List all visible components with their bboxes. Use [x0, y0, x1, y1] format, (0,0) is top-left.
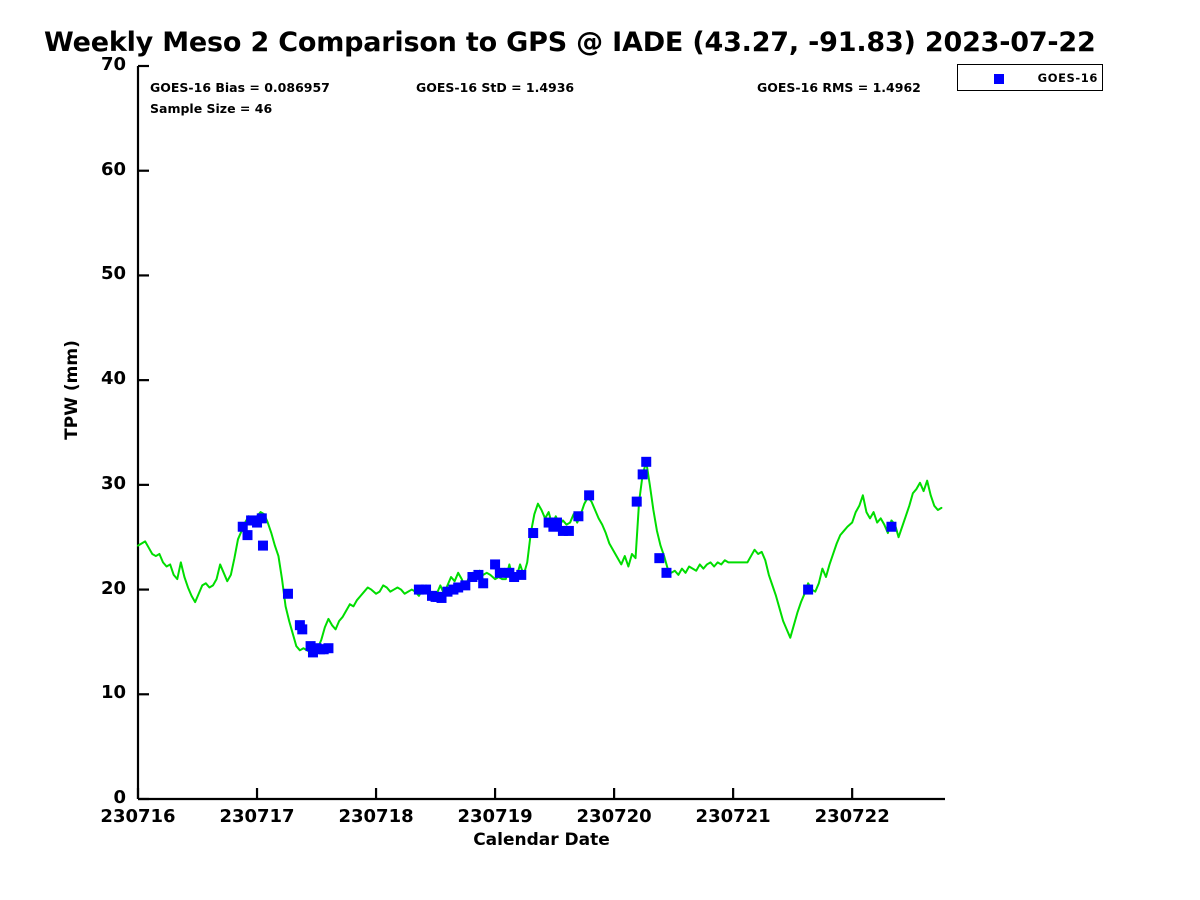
x-tick-label: 230721	[695, 806, 771, 827]
legend-marker-goes16	[994, 74, 1004, 84]
stat-bias: GOES-16 Bias = 0.086957	[150, 80, 330, 95]
x-tick-label: 230718	[338, 806, 414, 827]
stat-std: GOES-16 StD = 1.4936	[416, 80, 575, 95]
x-tick-label: 230717	[219, 806, 295, 827]
stat-sample-size: Sample Size = 46	[150, 101, 273, 116]
y-tick-label: 30	[100, 472, 126, 494]
x-tick-label: 230719	[457, 806, 533, 827]
y-tick-label: 70	[100, 54, 126, 75]
x-axis-label: Calendar Date	[473, 830, 610, 850]
x-tick-label: 230722	[814, 806, 890, 827]
legend-label-goes16: GOES-16	[1037, 71, 1098, 85]
y-tick-label: 20	[100, 577, 126, 599]
x-tick-label: 230720	[576, 806, 652, 827]
x-tick-label: 230716	[100, 806, 176, 827]
y-tick-label: 50	[100, 263, 126, 285]
page-title: Weekly Meso 2 Comparison to GPS @ IADE (…	[44, 27, 1096, 58]
y-tick-label: 10	[100, 682, 126, 704]
y-tick-label: 0	[113, 787, 126, 808]
legend: GOES-16	[957, 64, 1103, 91]
stat-rms: GOES-16 RMS = 1.4962	[757, 80, 921, 95]
y-tick-label: 60	[100, 158, 126, 180]
y-tick-label: 40	[100, 368, 126, 390]
